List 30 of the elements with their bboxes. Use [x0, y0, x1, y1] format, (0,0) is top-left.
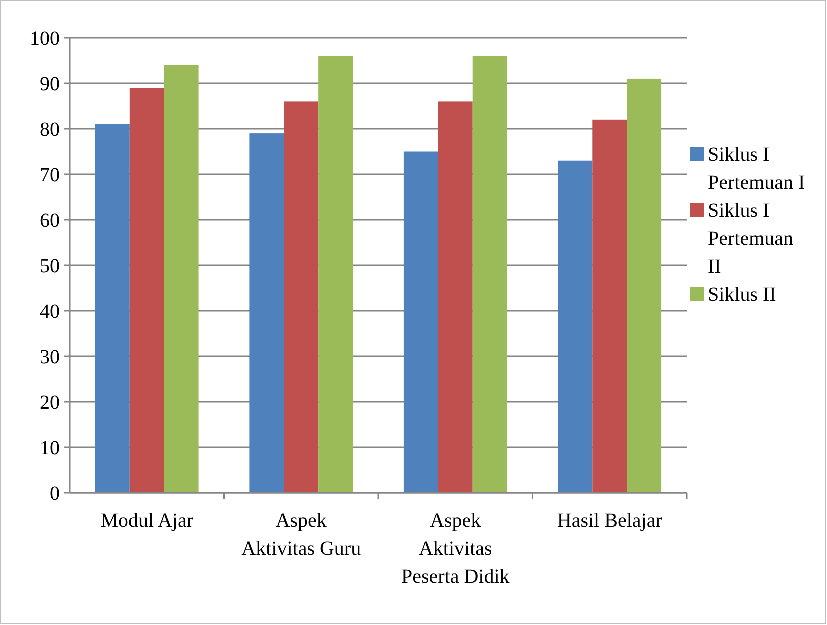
- x-tick-label: Hasil Belajar: [557, 510, 663, 532]
- y-tick-label: 10: [40, 438, 60, 460]
- bar: [592, 120, 628, 493]
- bar: [404, 152, 438, 493]
- y-tick-label: 40: [40, 301, 60, 323]
- y-tick-label: 60: [40, 210, 60, 232]
- y-tick-label: 30: [40, 346, 60, 368]
- bar: [318, 56, 354, 493]
- y-tick-label: 90: [40, 74, 60, 96]
- x-tick-label: Aspek Aktivitas Guru: [242, 510, 362, 560]
- bar: [250, 134, 284, 493]
- x-tick-label: Aspek Aktivitas Peserta Didik: [401, 510, 510, 588]
- x-tick-label: Modul Ajar: [100, 510, 194, 532]
- legend-label: Siklus I Pertemuan I: [708, 144, 806, 194]
- bar: [558, 160, 593, 493]
- bar: [438, 102, 473, 493]
- y-tick-label: 50: [40, 256, 60, 278]
- legend-label: Siklus I Pertemuan II: [708, 200, 794, 278]
- y-tick-label: 20: [40, 392, 60, 414]
- y-tick-label: 100: [30, 28, 60, 50]
- bar: [164, 65, 199, 493]
- bar: [95, 124, 130, 493]
- bar: [284, 102, 319, 493]
- y-tick-label: 70: [40, 164, 60, 186]
- bar: [627, 78, 662, 493]
- bar: [472, 56, 508, 493]
- legend-label: Siklus II: [708, 284, 776, 306]
- bar: [130, 88, 164, 493]
- y-tick-label: 80: [40, 119, 60, 141]
- y-tick-label: 0: [50, 483, 60, 505]
